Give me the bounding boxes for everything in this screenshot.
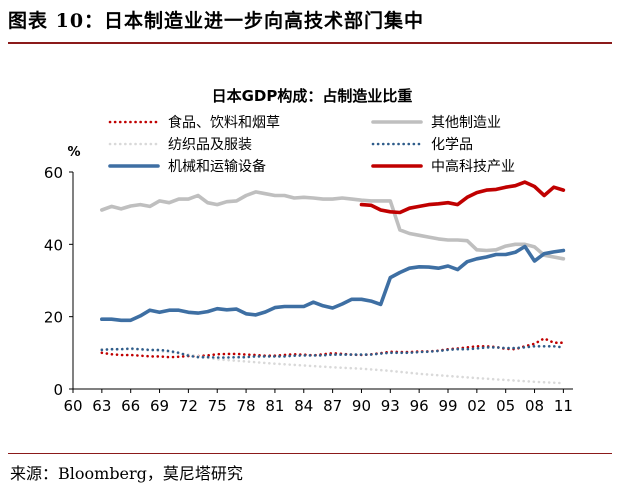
y-tick-label-3: 60 [44, 164, 63, 182]
chart-title: 日本GDP构成：占制造业比重 [212, 87, 413, 105]
x-tick-label-11: 93 [381, 397, 400, 415]
x-tick-label-9: 87 [323, 397, 342, 415]
legend-label-5: 中高科技产业 [431, 158, 515, 175]
y-tick-label-1: 20 [44, 309, 63, 327]
x-tick-label-4: 72 [179, 397, 198, 415]
x-tick-label-8: 84 [294, 397, 313, 415]
title-divider [8, 42, 612, 44]
source-note: 来源：Bloomberg，莫尼塔研究 [10, 464, 243, 483]
y-tick-label-0: 0 [53, 381, 63, 399]
x-tick-label-14: 02 [467, 397, 486, 415]
figure-title: 图表 10：日本制造业进一步向高技术部门集中 [8, 10, 425, 32]
x-tick-label-15: 05 [496, 397, 515, 415]
legend-label-4: 机械和运输设备 [168, 158, 266, 175]
x-tick-label-17: 11 [554, 397, 573, 415]
series-line-0 [100, 337, 565, 359]
x-tick-label-3: 69 [150, 397, 169, 415]
series-layer [100, 180, 566, 385]
x-tick-label-0: 60 [63, 397, 82, 415]
series-line-2 [100, 347, 565, 385]
y-tick-label-2: 40 [44, 236, 63, 254]
series-line-3 [100, 344, 565, 359]
x-tick-label-5: 75 [208, 397, 227, 415]
y-axis-unit-label: % [67, 145, 80, 160]
series-line-4 [100, 244, 566, 323]
x-tick-label-13: 99 [438, 397, 457, 415]
legend-label-1: 其他制造业 [431, 115, 501, 131]
legend-label-0: 食品、饮料和烟草 [168, 114, 280, 131]
x-tick-label-12: 96 [410, 397, 429, 415]
x-tick-label-2: 66 [121, 397, 140, 415]
x-tick-label-6: 78 [237, 397, 256, 415]
axes: 60 63 66 69 72 75 78 81 84 87 90 93 96 99 02 05 08 11 0 20 4… [44, 164, 573, 415]
legend-label-2: 纺织品及服装 [168, 137, 252, 153]
source-divider [8, 453, 612, 454]
x-tick-label-1: 63 [92, 397, 111, 415]
x-tick-label-7: 81 [265, 397, 284, 415]
x-tick-label-16: 08 [525, 397, 544, 415]
x-tick-label-10: 90 [352, 397, 371, 415]
series-line-1 [100, 190, 566, 261]
series-line-5 [359, 180, 566, 215]
legend-label-3: 化学品 [431, 137, 473, 153]
